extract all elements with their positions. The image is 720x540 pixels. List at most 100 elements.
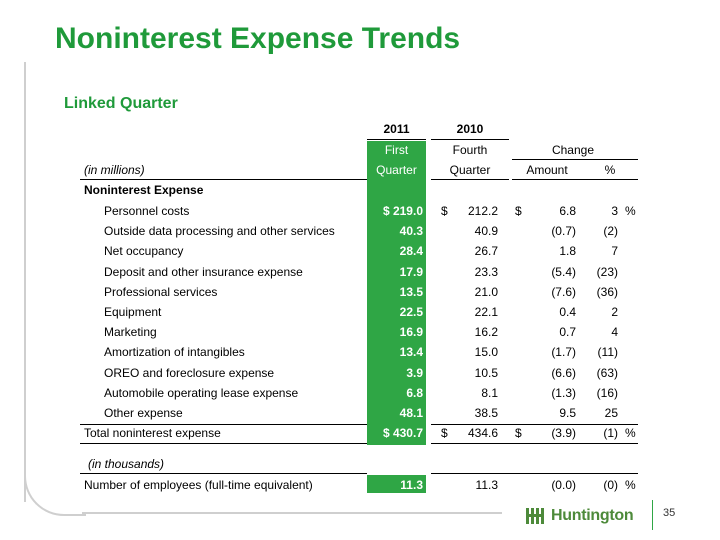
- row-q4-value: 22.1: [474, 305, 498, 319]
- header-change: Change: [551, 143, 595, 157]
- row-pct-value: (63): [596, 366, 618, 380]
- row-label: Professional services: [104, 285, 218, 299]
- row-label: Deposit and other insurance expense: [104, 265, 303, 279]
- row-amount-value: 0.4: [559, 305, 576, 319]
- row-q4-value: 16.2: [474, 325, 498, 339]
- frame-line: [24, 62, 26, 502]
- highlight-employees-cell: [367, 475, 426, 493]
- employees-pct-symbol: %: [625, 478, 636, 492]
- row-pct-value: 25: [604, 406, 618, 420]
- row-pct-value: 2: [611, 305, 618, 319]
- employees-rule-label: [80, 473, 367, 474]
- header-fourth: Fourth: [452, 143, 488, 157]
- row-q4-value: 23.3: [474, 265, 498, 279]
- header-quarter-1: Quarter: [376, 163, 417, 177]
- total-dollar-amt: $: [515, 426, 522, 440]
- row-q4-dollar: $: [441, 204, 448, 218]
- header-rule-change: [512, 159, 638, 160]
- employees-q1: 11.3: [400, 478, 423, 492]
- row-pct-value: (36): [596, 285, 618, 299]
- header-year-2010: 2010: [456, 122, 484, 136]
- total-q4: 434.6: [467, 426, 498, 440]
- total-rule-top-label: [80, 424, 367, 425]
- section-label: Noninterest Expense: [84, 183, 204, 197]
- row-amount-value: (1.3): [551, 386, 576, 400]
- employees-q4: 11.3: [475, 478, 498, 492]
- row-amount-value: (1.7): [551, 345, 576, 359]
- total-q1: $ 430.7: [382, 426, 423, 440]
- row-q4-value: 212.2: [467, 204, 498, 218]
- row-q1-value: 16.9: [399, 325, 423, 339]
- row-q1-value: 40.3: [399, 224, 423, 238]
- highlight-column: [367, 141, 426, 445]
- row-amount-value: 0.7: [559, 325, 576, 339]
- row-label: Equipment: [104, 305, 162, 319]
- row-pct-value: (2): [603, 224, 618, 238]
- employees-amount: (0.0): [551, 478, 576, 492]
- header-rule-2010: [431, 139, 509, 140]
- header-first: First: [384, 143, 409, 157]
- header-rule-2011: [367, 139, 426, 140]
- row-label: Personnel costs: [104, 204, 190, 218]
- row-q1-value: 13.5: [399, 285, 423, 299]
- huntington-logo: Huntington: [525, 505, 635, 527]
- header-units: (in millions): [84, 163, 145, 177]
- row-label: Amortization of intangibles: [104, 345, 245, 359]
- total-pct-symbol: %: [625, 426, 636, 440]
- row-amount-value: (5.4): [551, 265, 576, 279]
- row-label: Marketing: [104, 325, 157, 339]
- row-q4-value: 15.0: [474, 345, 498, 359]
- row-q1-value: 17.9: [399, 265, 423, 279]
- row-amount-value: (0.7): [551, 224, 576, 238]
- row-pct-value: (16): [596, 386, 618, 400]
- row-q1-value: 13.4: [399, 345, 423, 359]
- header-amount: Amount: [526, 163, 568, 177]
- employees-rule-values: [431, 473, 638, 474]
- total-rule-bottom-values: [431, 443, 638, 444]
- huntington-logo-text: Huntington: [551, 507, 634, 524]
- row-amount-dollar: $: [515, 204, 522, 218]
- row-label: Other expense: [104, 406, 183, 420]
- employees-label: Number of employees (full-time equivalen…: [84, 478, 313, 492]
- row-q4-value: 40.9: [474, 224, 498, 238]
- row-pct-value: 3: [611, 204, 618, 218]
- total-rule-bottom-label: [80, 443, 367, 444]
- page-number: 35: [663, 507, 676, 519]
- row-pct-value: (23): [596, 265, 618, 279]
- row-pct-symbol: %: [625, 204, 636, 218]
- row-pct-value: 7: [611, 244, 618, 258]
- row-label: OREO and foreclosure expense: [104, 366, 275, 380]
- footer-divider: [652, 500, 653, 530]
- total-amount: (3.9): [551, 426, 576, 440]
- row-q1-value: $ 219.0: [382, 204, 423, 218]
- header-rule-q4: [431, 179, 509, 180]
- total-dollar-q4: $: [441, 426, 448, 440]
- row-q4-value: 26.7: [474, 244, 498, 258]
- row-q1-value: 6.8: [406, 386, 423, 400]
- total-label: Total noninterest expense: [84, 426, 221, 440]
- row-amount-value: 1.8: [559, 244, 576, 258]
- header-rule-label: [80, 179, 367, 180]
- row-q4-value: 21.0: [474, 285, 498, 299]
- row-q4-value: 10.5: [474, 366, 498, 380]
- page-subtitle: Linked Quarter: [64, 95, 178, 112]
- huntington-logo-icon: [526, 508, 544, 524]
- row-label: Net occupancy: [104, 244, 184, 258]
- thousands-label: (in thousands): [88, 457, 165, 471]
- row-q4-value: 8.1: [481, 386, 498, 400]
- row-q1-value: 28.4: [399, 244, 423, 258]
- page-title: Noninterest Expense Trends: [55, 22, 461, 55]
- row-label: Outside data processing and other servic…: [104, 224, 335, 238]
- header-year-2011: 2011: [383, 122, 410, 136]
- row-pct-value: (11): [597, 345, 618, 359]
- row-q4-value: 38.5: [474, 406, 498, 420]
- row-amount-value: (6.6): [551, 366, 576, 380]
- row-q1-value: 3.9: [406, 366, 423, 380]
- header-pct: %: [604, 163, 616, 177]
- row-amount-value: (7.6): [551, 285, 576, 299]
- row-amount-value: 9.5: [559, 406, 576, 420]
- employees-pct: (0): [603, 478, 618, 492]
- total-rule-top-values: [431, 424, 638, 425]
- row-amount-value: 6.8: [559, 204, 576, 218]
